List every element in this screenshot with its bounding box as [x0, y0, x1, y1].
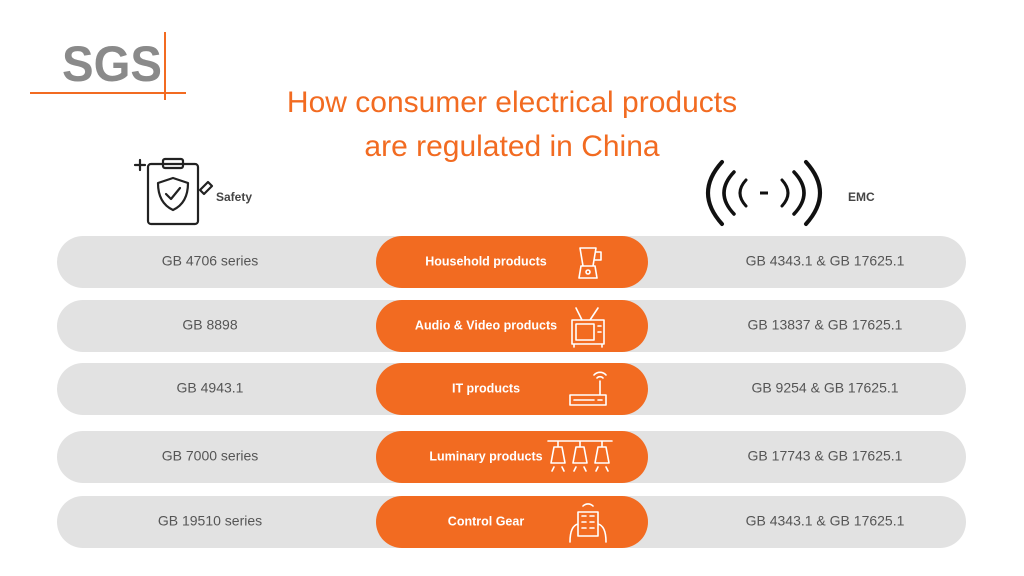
category-icon — [571, 307, 605, 348]
emc-standard: GB 9254 & GB 17625.1 — [751, 380, 898, 396]
row: GB 8898 Audio & Video products GB 13837 & … — [57, 300, 966, 352]
emc-icon — [706, 160, 822, 226]
category-pill — [376, 496, 648, 548]
category-icon — [569, 371, 607, 406]
safety-standard: GB 4943.1 — [177, 380, 244, 396]
safety-standard: GB 7000 series — [162, 448, 259, 464]
category-label: Luminary products — [429, 449, 542, 463]
emc-standard: GB 4343.1 & GB 17625.1 — [746, 253, 905, 269]
category-label: Audio & Video products — [415, 318, 557, 332]
category-icon — [547, 440, 613, 472]
logo: SGS — [62, 36, 162, 92]
emc-standard: GB 17743 & GB 17625.1 — [748, 448, 903, 464]
column-label: Safety — [216, 190, 252, 204]
category-pill — [376, 300, 648, 352]
emc-standard: GB 13837 & GB 17625.1 — [748, 317, 903, 333]
category-icon — [578, 247, 602, 279]
category-pill — [376, 363, 648, 415]
category-label: IT products — [452, 381, 520, 395]
row: GB 19510 series Control Gear GB 4343.1 & G… — [57, 496, 966, 548]
rows: GB 4706 series Household products GB 4343.… — [57, 236, 966, 548]
safety-standard: GB 8898 — [182, 317, 237, 333]
category-label: Control Gear — [448, 514, 525, 528]
category-icon — [569, 503, 607, 543]
column-label: EMC — [848, 190, 875, 204]
title-line: How consumer electrical products — [287, 86, 737, 119]
row: GB 7000 series Luminary products GB 17743 … — [57, 431, 966, 483]
row: GB 4943.1 IT products GB 9254 & GB 17625.1 — [57, 363, 966, 415]
row: GB 4706 series Household products GB 4343.… — [57, 236, 966, 288]
safety-icon — [133, 157, 214, 226]
emc-standard: GB 4343.1 & GB 17625.1 — [746, 513, 905, 529]
title-line: are regulated in China — [364, 130, 660, 163]
safety-standard: GB 19510 series — [158, 513, 262, 529]
category-label: Household products — [425, 254, 547, 268]
safety-standard: GB 4706 series — [162, 253, 259, 269]
